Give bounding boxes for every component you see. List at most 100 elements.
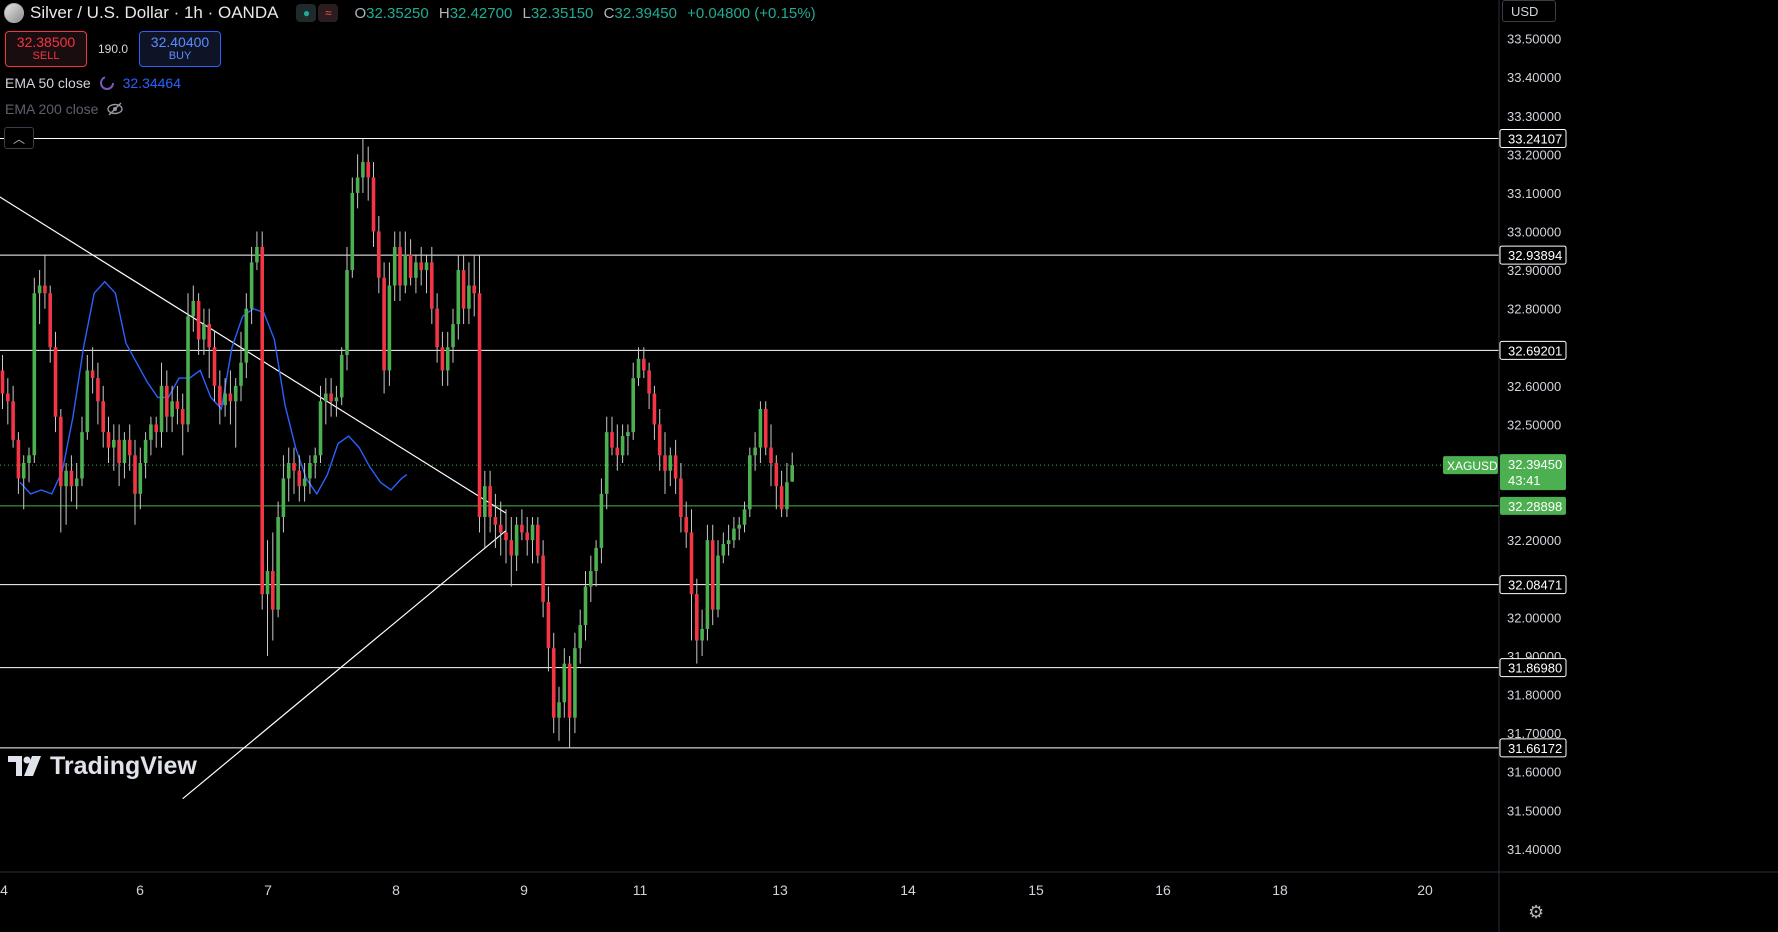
candle-body (726, 540, 731, 545)
candle-down (382, 262, 386, 394)
candle-body (276, 517, 280, 610)
candle-down (366, 146, 371, 201)
candle-down (48, 285, 53, 363)
candle-body (657, 424, 662, 456)
last-price-badge (1500, 454, 1566, 491)
indicator-ema50[interactable]: EMA 50 close 32.34464 (5, 75, 181, 91)
candle-down (461, 254, 466, 325)
candle-body (520, 524, 524, 533)
candle-up (514, 517, 519, 572)
candle-body (541, 555, 545, 602)
candle-up (21, 455, 26, 510)
candle-body (186, 316, 190, 425)
candle-body (488, 486, 492, 518)
candle-down (59, 408, 63, 533)
candle-down (541, 540, 545, 618)
candle-body (408, 254, 413, 278)
candle-body (504, 532, 508, 541)
candle-down (472, 254, 477, 317)
candle-body (154, 424, 159, 433)
candle-body (292, 463, 296, 471)
candle-body (716, 555, 720, 610)
chevron-up-icon: ︿ (12, 131, 25, 146)
candle-body (636, 358, 641, 379)
candle-up (483, 470, 487, 548)
candle-up (286, 447, 291, 502)
candle-up (705, 524, 710, 641)
indicator-ema200[interactable]: EMA 200 close (5, 101, 124, 117)
candle-up (721, 532, 726, 564)
level-price-badge (1499, 128, 1567, 148)
candle-body (345, 270, 349, 355)
time-tick-label: 11 (633, 882, 648, 898)
buy-button[interactable]: 32.40400 BUY (139, 31, 221, 67)
candle-body (435, 308, 439, 348)
close-label: C (603, 4, 615, 22)
candle-up (700, 609, 704, 656)
price-tick-label: 32.20000 (1507, 533, 1561, 548)
candle-down (493, 493, 498, 548)
symbol-title[interactable]: Silver / U.S. Dollar · 1h · OANDA (30, 3, 279, 22)
candle-up (785, 463, 789, 518)
candle-body (159, 385, 164, 433)
candle-body (710, 540, 715, 610)
candle-up (790, 452, 795, 482)
candle-down (419, 246, 424, 286)
candle-body (620, 436, 625, 456)
candle-up (589, 555, 593, 602)
candle-down (642, 347, 646, 379)
time-tick-label: 14 (900, 882, 916, 898)
candle-body (668, 455, 673, 471)
candle-body (313, 455, 318, 464)
candle-down (101, 385, 106, 448)
candle-up (249, 246, 254, 325)
price-tick-label: 32.80000 (1507, 302, 1561, 317)
candle-down (477, 254, 482, 533)
level-price-label: 32.93894 (1508, 248, 1562, 263)
candle-up (122, 432, 127, 479)
candle-up (631, 362, 636, 440)
chart-settings-gear-icon[interactable]: ⚙ (1528, 902, 1545, 922)
candle-body (74, 478, 79, 487)
currency-label: USD (1511, 3, 1539, 19)
candle-body (652, 393, 657, 425)
change-value: +0.04800 (+0.15%) (687, 4, 816, 22)
spread-value: 190.0 (97, 42, 129, 56)
candle-body (271, 571, 275, 610)
current-level-badge (1500, 496, 1566, 515)
sell-button[interactable]: 32.38500 SELL (5, 31, 87, 67)
candle-up (27, 447, 31, 483)
candle-body (461, 270, 466, 309)
candle-down (271, 532, 275, 641)
candle-body (96, 378, 100, 402)
candle-down (175, 385, 180, 425)
candle-up (255, 231, 259, 271)
candle-down (546, 586, 551, 672)
tradingview-logo[interactable]: TradingView (8, 752, 197, 781)
candle-up (604, 416, 609, 510)
candle-body (196, 300, 201, 340)
market-status[interactable]: ● ≈ (296, 4, 339, 22)
brand-name: TradingView (50, 752, 197, 780)
time-tick-label: 8 (392, 882, 400, 898)
candle-body (573, 648, 577, 718)
candle-body (16, 439, 21, 479)
collapse-legend-button[interactable]: ︿ (4, 127, 34, 149)
currency-selector[interactable]: USD (1502, 0, 1556, 22)
candle-body (355, 177, 360, 193)
candle-up (668, 447, 673, 487)
candle-body (366, 162, 371, 178)
price-axis: 33.50000 33.40000 33.30000 33.20000 33.10000… (1443, 0, 1567, 932)
candle-body (419, 262, 424, 271)
time-tick-label: 6 (136, 882, 144, 898)
candle-body (286, 463, 291, 479)
data-delay-wave-icon: ≈ (318, 4, 339, 22)
hidden-eye-icon[interactable] (106, 101, 124, 117)
candle-body (180, 408, 185, 425)
candle-body (663, 455, 667, 471)
candle-down (663, 432, 667, 494)
candle-up (445, 331, 450, 386)
candle-down (297, 455, 302, 502)
candles (0, 138, 795, 749)
